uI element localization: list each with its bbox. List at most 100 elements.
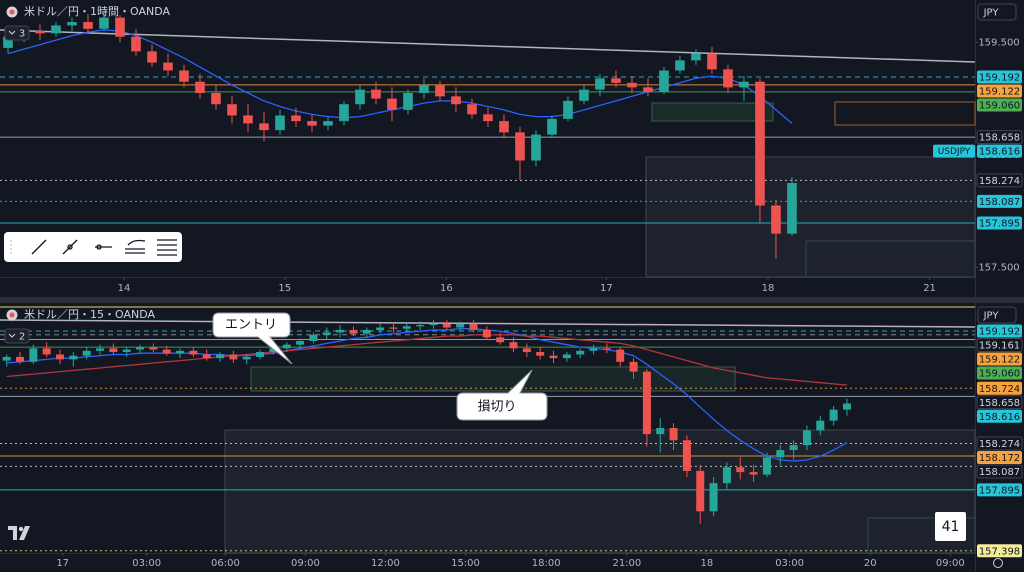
zone-box <box>250 366 736 392</box>
x-tick-label: 12:00 <box>371 558 400 569</box>
price-label: 159.060 <box>979 100 1020 111</box>
tv-logo <box>8 526 30 540</box>
tool-lines[interactable] <box>157 239 177 256</box>
candle-body <box>602 348 611 350</box>
candle-body <box>509 342 518 349</box>
price-label-box <box>977 450 1022 464</box>
x-tick-label: 17 <box>56 558 69 569</box>
zone-box <box>651 102 774 122</box>
x-tick-label: 18 <box>701 558 714 569</box>
price-label-box <box>977 84 1022 98</box>
candle-body <box>802 430 811 446</box>
annotation: 損切り <box>477 400 516 415</box>
price-label-box <box>976 337 1023 352</box>
price-label-box <box>977 381 1022 395</box>
x-tick-label: 15 <box>278 283 291 294</box>
candle-body <box>3 36 13 48</box>
candle-body <box>522 348 531 353</box>
tool-hline-dot <box>96 244 102 250</box>
candle-body <box>456 323 465 328</box>
candle-body <box>816 420 825 431</box>
trend-line <box>0 319 976 328</box>
candle-body <box>2 356 11 361</box>
price-label-box <box>977 98 1022 112</box>
chart-layer: 159.500158.500157.500141516171821159.192… <box>0 10 1023 569</box>
indicator-toggle[interactable] <box>4 328 30 344</box>
x-tick-label: 09:00 <box>291 558 320 569</box>
price-label-box <box>977 144 1022 158</box>
candle-body <box>122 349 131 353</box>
indicator-toggle[interactable] <box>4 25 30 41</box>
candle-body <box>176 350 185 354</box>
candle-body <box>69 355 78 360</box>
candle-body <box>202 354 211 359</box>
price-label-box <box>977 366 1022 380</box>
candle-body <box>696 470 705 512</box>
x-tick-label: 21:00 <box>612 558 641 569</box>
candle-body <box>709 483 718 512</box>
zone-box <box>834 101 976 126</box>
price-label: 157.895 <box>979 485 1020 496</box>
price-label: 158.616 <box>979 412 1020 423</box>
candle-body <box>435 85 445 97</box>
tool-trendline[interactable] <box>31 239 47 255</box>
currency-box[interactable] <box>977 306 1017 324</box>
price-label-box <box>976 173 1023 188</box>
candle-body <box>115 17 125 37</box>
tool-fib[interactable] <box>125 239 146 254</box>
price-label-box <box>977 194 1022 208</box>
candle-body <box>642 371 651 435</box>
candle-body <box>499 121 509 133</box>
candle-body <box>211 92 221 105</box>
tool-ray-dot <box>67 244 73 250</box>
symbol-tag-box <box>933 144 975 158</box>
trend-line <box>0 29 976 63</box>
candle-body <box>322 332 331 335</box>
candle-body <box>842 403 851 410</box>
candle-body <box>749 472 758 475</box>
candle-body <box>442 323 451 328</box>
candle-body <box>536 352 545 356</box>
x-tick-label: 18 <box>762 283 775 294</box>
price-label-box <box>977 216 1022 230</box>
candle-body <box>336 329 345 333</box>
candle-body <box>227 104 237 116</box>
candle-body <box>669 428 678 441</box>
indicator-count: 2 <box>19 332 25 343</box>
settings-icon[interactable] <box>993 558 1003 568</box>
candle-body <box>323 121 333 126</box>
chevron <box>8 333 16 338</box>
candle-body <box>309 334 318 341</box>
price-label: 158.658 <box>979 398 1020 409</box>
price-label: 159.192 <box>979 326 1020 337</box>
callout-bubble <box>212 312 293 365</box>
candle-body <box>256 352 265 357</box>
candle-body <box>339 104 349 122</box>
candle-body <box>147 51 157 63</box>
candle-body <box>595 78 605 90</box>
x-tick-label: 21 <box>923 283 936 294</box>
price-label-box <box>977 483 1022 497</box>
candle-body <box>371 89 381 99</box>
candle-body <box>362 329 371 334</box>
candle-body <box>29 348 38 362</box>
candle-body <box>467 104 477 115</box>
candle-body <box>99 17 109 29</box>
candle-body <box>776 450 785 458</box>
range-box <box>867 517 976 554</box>
currency-box[interactable] <box>977 3 1017 21</box>
range-box <box>224 429 976 554</box>
candle-body <box>296 340 305 345</box>
candle-body <box>739 81 749 88</box>
price-label: 158.172 <box>979 453 1020 464</box>
candle-body <box>179 70 189 82</box>
toolbar-bg <box>4 232 182 262</box>
x-tick-label: 06:00 <box>211 558 240 569</box>
candle-body <box>291 115 301 122</box>
candle-body <box>387 98 397 110</box>
price-label-box <box>976 436 1023 451</box>
price-label: 159.122 <box>979 354 1020 365</box>
tool-ray[interactable] <box>62 239 78 255</box>
